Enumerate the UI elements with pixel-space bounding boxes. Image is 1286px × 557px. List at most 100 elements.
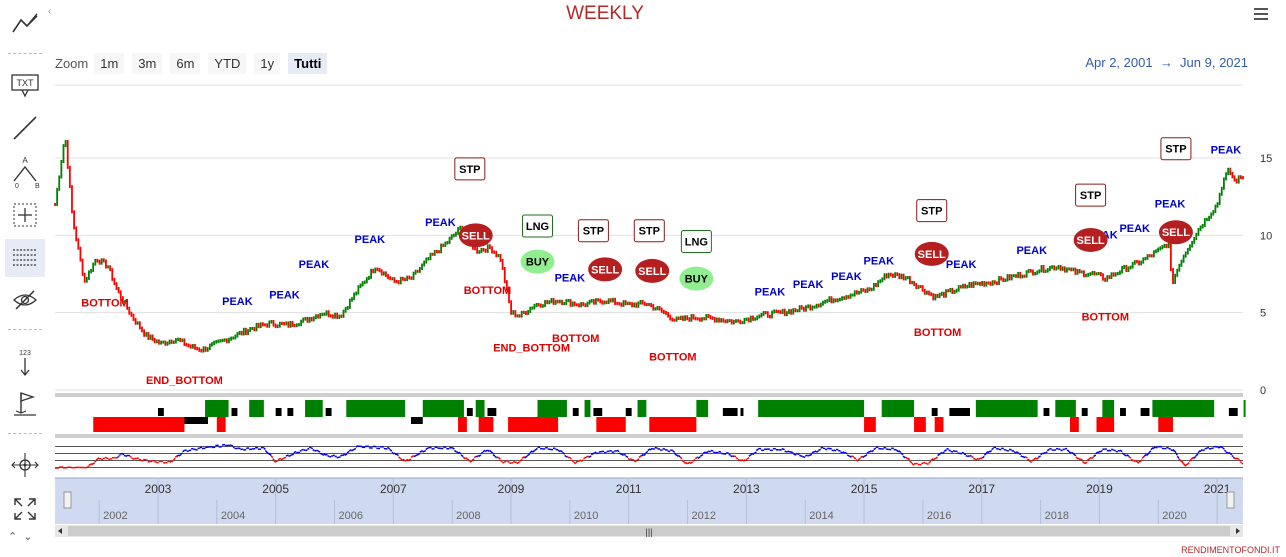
price-candle	[259, 322, 262, 329]
signal-band-bottom	[1070, 417, 1079, 432]
zoom-1m-button[interactable]: 1m	[94, 53, 125, 74]
zoom-3m-button[interactable]: 3m	[132, 53, 163, 74]
range-to[interactable]: Jun 9, 2021	[1180, 55, 1248, 70]
oscillator-segment	[1224, 449, 1227, 453]
signal-band-top	[1102, 400, 1115, 417]
price-candle	[769, 314, 771, 319]
price-candle	[828, 296, 831, 303]
price-candle	[397, 280, 400, 285]
price-candle	[1059, 264, 1062, 271]
price-candle	[480, 247, 483, 254]
hamburger-menu-icon[interactable]	[1254, 8, 1268, 23]
fib-b-label: B	[35, 183, 40, 189]
credit-text[interactable]: RENDIMENTOFONDI.IT	[1181, 545, 1280, 555]
collapse-toolbar-icon[interactable]: ‹	[48, 6, 52, 17]
price-candle	[194, 344, 196, 350]
flag-icon[interactable]	[5, 385, 45, 423]
chevron-down-icon[interactable]: ⌄	[23, 531, 39, 543]
oscillator-segment	[1145, 452, 1150, 457]
pan-icon[interactable]	[5, 446, 45, 484]
oscillator-segment	[305, 449, 308, 452]
price-candle	[323, 312, 326, 316]
fullscreen-icon[interactable]	[5, 490, 45, 528]
oscillator-segment	[735, 457, 739, 460]
price-candle	[374, 267, 377, 274]
price-candle	[310, 316, 313, 322]
buy-marker: BUY	[679, 266, 714, 291]
peak-label: PEAK	[222, 296, 253, 308]
price-candle	[633, 302, 636, 308]
oscillator-segment	[937, 453, 941, 457]
price-candle	[1233, 175, 1236, 182]
zoom-1y-button[interactable]: 1y	[254, 53, 281, 74]
oscillator-segment	[1082, 460, 1086, 464]
oscillator-segment	[898, 450, 902, 454]
price-candle	[289, 320, 292, 328]
price-candle	[705, 314, 708, 321]
measure-icon[interactable]: 123	[5, 343, 45, 381]
price-candle	[332, 314, 334, 319]
crosshair-icon[interactable]	[5, 196, 45, 234]
peak-label: PEAK	[269, 290, 300, 302]
navigator[interactable]: 2003 2005 2007 2009 2011 2013 2015 2017 2019 2021…	[55, 477, 1243, 537]
oscillator-segment	[410, 454, 415, 458]
oscillator-segment	[676, 454, 679, 458]
text-annotation-icon[interactable]: TXT	[5, 67, 45, 105]
price-candle	[455, 231, 457, 237]
price-candle	[249, 327, 252, 333]
price-candle	[1136, 260, 1138, 264]
price-candle	[295, 323, 298, 328]
price-candle	[247, 329, 249, 336]
price-candle	[1080, 270, 1083, 274]
price-candle	[1027, 268, 1030, 274]
price-candle	[353, 292, 356, 301]
fibonacci-icon[interactable]: A 0 B	[5, 153, 45, 191]
price-candle	[904, 276, 907, 281]
zoom-all-button[interactable]: Tutti	[288, 53, 328, 74]
range-from[interactable]: Apr 2, 2001	[1085, 55, 1153, 70]
oscillator-segment	[303, 449, 306, 452]
oscillator-segment	[1031, 458, 1035, 462]
line-tool-icon[interactable]	[5, 109, 45, 147]
hide-icon[interactable]	[5, 281, 45, 319]
price-candle	[88, 270, 90, 280]
indicators-icon[interactable]	[5, 4, 45, 42]
price-candle	[926, 290, 928, 295]
price-candle	[1025, 270, 1028, 278]
price-candle	[1012, 274, 1015, 278]
oscillator-segment	[752, 452, 755, 456]
oscillator-segment	[182, 449, 185, 453]
price-candle	[368, 275, 370, 281]
oscillator-segment	[89, 463, 93, 466]
price-candle	[172, 340, 175, 344]
price-candle	[1061, 266, 1064, 271]
oscillator-segment	[308, 446, 312, 449]
price-candle	[1203, 218, 1206, 227]
price-candle	[1223, 177, 1225, 190]
price-candle	[329, 314, 332, 318]
price-candle	[126, 300, 129, 310]
price-candle	[970, 281, 973, 288]
oscillator-segment	[1188, 458, 1192, 462]
oscillator-segment	[494, 455, 498, 459]
oscillator-segment	[733, 455, 737, 458]
zoom-ytd-button[interactable]: YTD	[208, 53, 247, 74]
price-candle	[1112, 272, 1115, 277]
grid-lines-icon[interactable]	[5, 239, 45, 277]
price-candle	[811, 305, 814, 311]
price-candle	[580, 302, 583, 308]
price-candle	[124, 300, 126, 304]
zoom-6m-button[interactable]: 6m	[170, 53, 201, 74]
oscillator-segment	[1148, 450, 1152, 454]
price-candle	[987, 281, 990, 285]
price-candle	[548, 300, 551, 305]
signal-band-top	[572, 408, 579, 416]
toolbar-scroll-arrows[interactable]: ⌃⌄	[8, 530, 38, 543]
price-candle	[1070, 267, 1073, 272]
price-candle	[1002, 277, 1005, 283]
signal-band-top	[475, 400, 485, 417]
price-candle	[497, 253, 500, 258]
chevron-up-icon[interactable]: ⌃	[8, 531, 24, 543]
oscillator-segment	[413, 454, 418, 458]
